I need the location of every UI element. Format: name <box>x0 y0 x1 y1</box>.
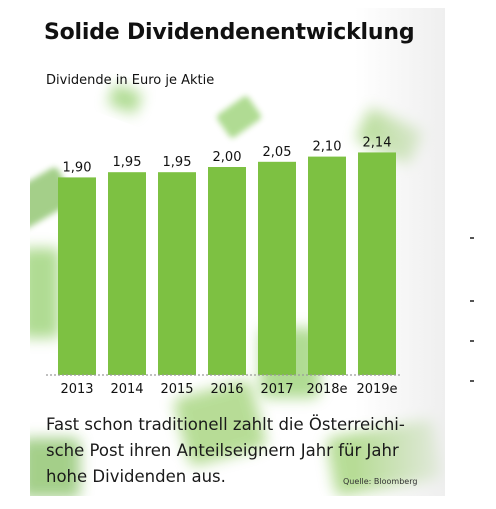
x-tick-label-2014: 2014 <box>110 382 143 397</box>
x-tick-label-2015: 2015 <box>160 382 193 397</box>
caption-text: Fast schon traditionell zahlt die Österr… <box>46 412 436 490</box>
floating-note-shape <box>30 248 60 338</box>
bar-2019e <box>358 152 396 375</box>
caption-line-2: sche Post ihren Anteilseignern Jahr für … <box>46 441 399 460</box>
x-tick-label-2019e: 2019e <box>356 382 397 397</box>
floating-note-shape <box>216 96 262 138</box>
infographic-card: Solide Dividendenentwicklung Dividende i… <box>30 8 445 496</box>
value-labels-group: 1,90 1,95 1,95 2,00 2,05 2,10 2,14 <box>63 135 392 175</box>
bar-2018e <box>308 156 346 375</box>
edge-mark <box>470 237 474 239</box>
x-tick-label-2018e: 2018e <box>306 382 347 397</box>
floating-note-shape <box>30 167 75 229</box>
bar-2013 <box>58 177 96 375</box>
x-tick-label-2013: 2013 <box>60 382 93 397</box>
caption-line-1: Fast schon traditionell zahlt die Österr… <box>46 415 405 434</box>
value-label-2018e: 2,10 <box>313 140 342 155</box>
chart-subtitle: Dividende in Euro je Aktie <box>46 73 215 88</box>
floating-note-shape <box>108 84 142 114</box>
bar-2014 <box>108 172 146 375</box>
x-tick-label-2017: 2017 <box>260 382 293 397</box>
value-label-2015: 1,95 <box>163 155 192 170</box>
edge-mark <box>470 380 474 382</box>
chart-title: Solide Dividendenentwicklung <box>44 20 415 45</box>
bars-group <box>58 152 396 375</box>
source-credit: Quelle: Bloomberg <box>343 477 418 486</box>
x-tick-label-2016: 2016 <box>210 382 243 397</box>
value-label-2014: 1,95 <box>113 155 142 170</box>
bar-chart: 1,90 1,95 1,95 2,00 2,05 2,10 2,14 2013 2014 201… <box>46 135 402 397</box>
caption-line-3: hohe Dividenden aus. <box>46 467 226 486</box>
value-label-2017: 2,05 <box>263 145 292 160</box>
value-label-2016: 2,00 <box>213 150 242 165</box>
edge-mark <box>470 300 474 302</box>
bar-2015 <box>158 172 196 375</box>
bar-2016 <box>208 167 246 375</box>
bar-2017 <box>258 161 296 375</box>
x-tick-labels-group: 2013 2014 2015 2016 2017 2018e 2019e <box>60 382 397 397</box>
edge-mark <box>470 340 474 342</box>
value-label-2013: 1,90 <box>63 160 92 175</box>
value-label-2019e: 2,14 <box>363 135 392 150</box>
floating-note-shape <box>174 380 266 466</box>
floating-note-shape <box>30 438 80 496</box>
